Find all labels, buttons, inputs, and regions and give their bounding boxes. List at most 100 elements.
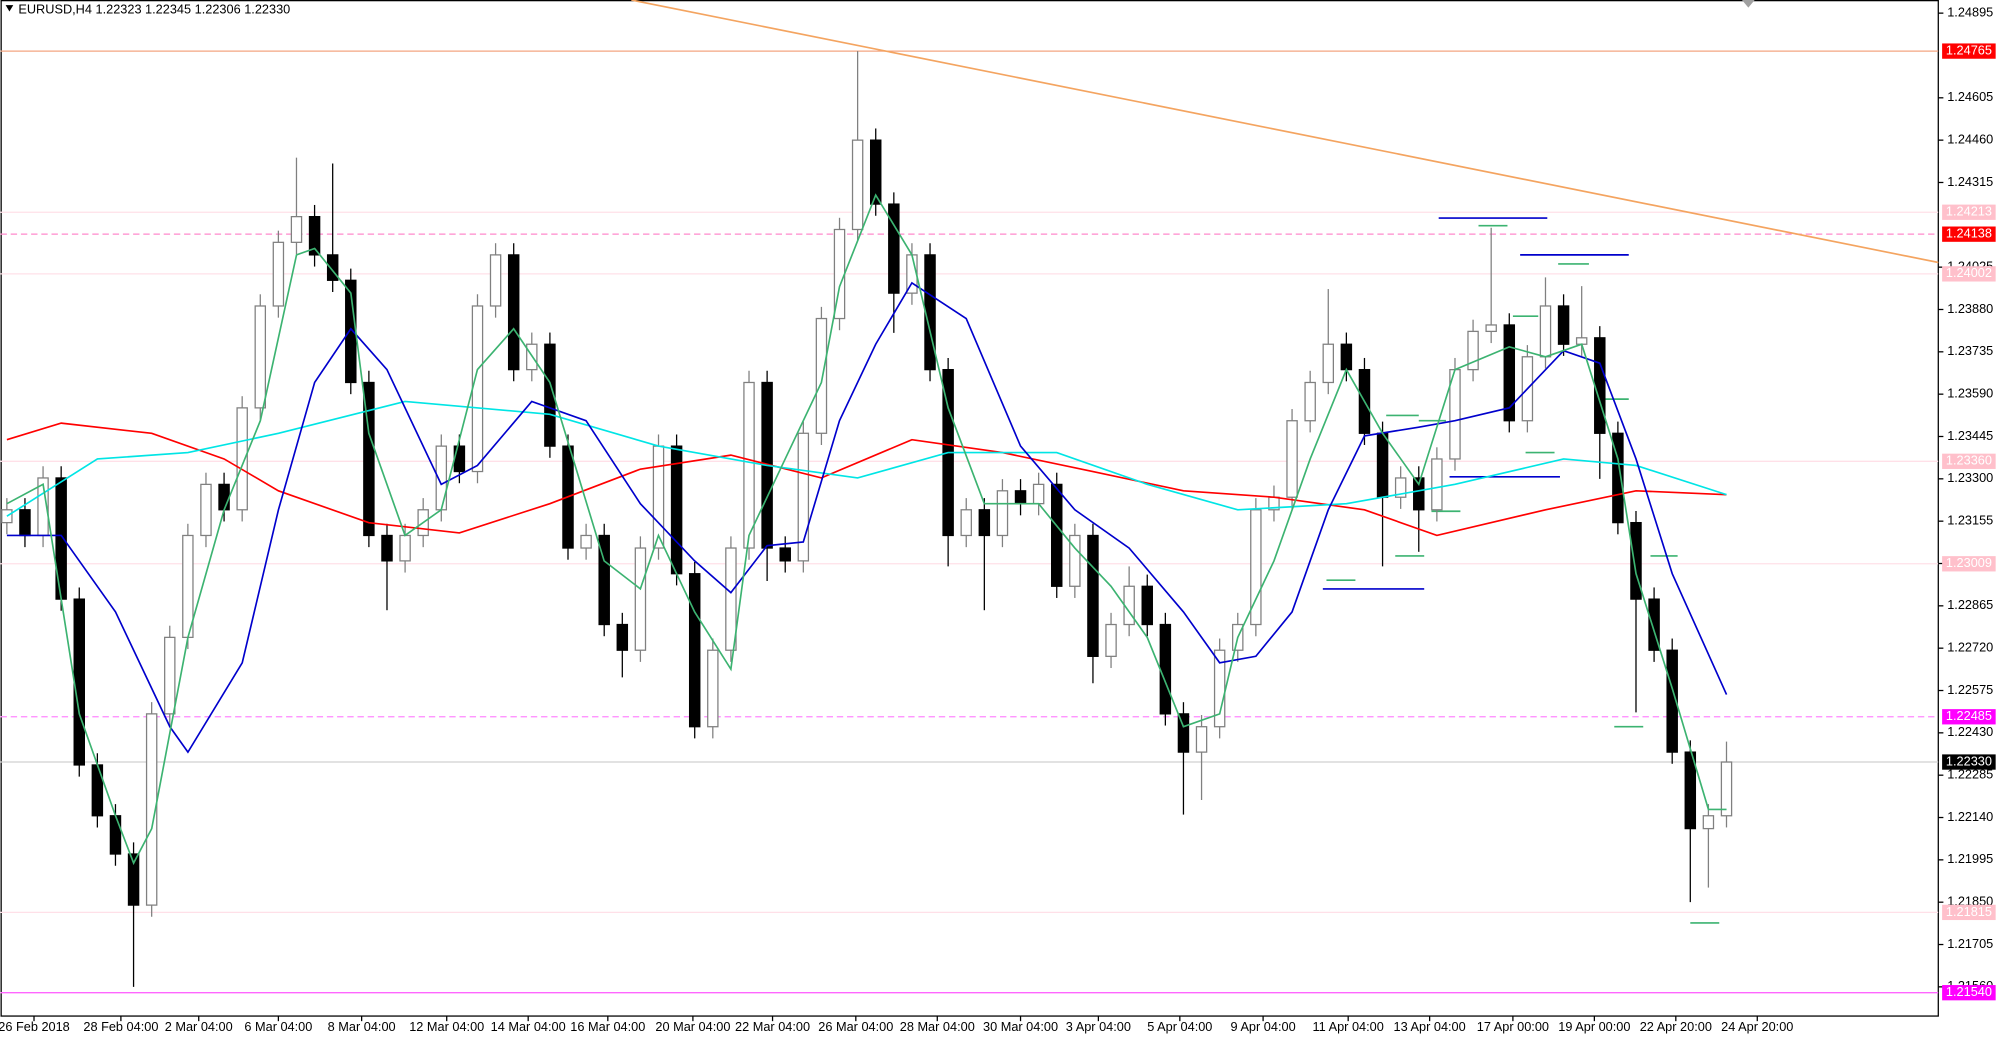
candle-body xyxy=(109,815,122,855)
x-tick-label: 22 Apr 20:00 xyxy=(1640,1019,1712,1034)
candle-body xyxy=(1648,598,1660,651)
candle xyxy=(1648,587,1660,662)
axes: 1.248951.246051.244601.243151.240251.238… xyxy=(0,4,1996,1034)
y-tick-label: 1.22285 xyxy=(1947,767,1993,782)
candle xyxy=(1,498,13,535)
candle-body xyxy=(1105,623,1117,657)
candle-body xyxy=(1304,381,1316,422)
candle xyxy=(1250,498,1262,637)
indicator-line xyxy=(6,193,1727,866)
y-tick-label: 1.22720 xyxy=(1947,640,1993,655)
price-level-box xyxy=(1942,226,1996,242)
candle-body xyxy=(489,254,502,307)
candle-body xyxy=(507,254,520,371)
candle-body xyxy=(580,534,592,549)
candle-body xyxy=(743,381,755,549)
candle xyxy=(1141,574,1153,637)
candle-body xyxy=(1666,649,1678,753)
candle xyxy=(707,638,719,739)
y-tick-label: 1.21705 xyxy=(1947,936,1993,951)
candle-body xyxy=(996,490,1009,537)
x-tick-label: 30 Mar 04:00 xyxy=(983,1019,1058,1034)
y-tick-label: 1.23155 xyxy=(1947,513,1993,528)
candle xyxy=(725,536,737,662)
candle xyxy=(743,370,755,560)
candle xyxy=(1322,289,1335,395)
candle xyxy=(924,243,936,382)
y-tick-label: 1.23300 xyxy=(1947,470,1993,485)
candle xyxy=(1720,741,1733,828)
y-tick-label: 1.24895 xyxy=(1947,4,1993,19)
candle-body xyxy=(1159,623,1172,715)
x-tick-label: 5 Apr 04:00 xyxy=(1147,1019,1212,1034)
candle-body xyxy=(1376,432,1389,498)
candle-body xyxy=(707,649,719,728)
x-tick-label: 16 Mar 04:00 xyxy=(570,1019,645,1034)
candle-body xyxy=(1594,337,1606,434)
candle xyxy=(942,357,954,567)
chart-title: EURUSD,H4 1.22323 1.22345 1.22306 1.2233… xyxy=(18,2,290,17)
candle xyxy=(1485,227,1497,344)
candle-body xyxy=(1684,751,1697,830)
price-level-label: 1.22485 xyxy=(1946,708,1992,723)
candle xyxy=(1177,702,1190,815)
price-level-label: 1.24138 xyxy=(1946,226,1992,241)
x-tick-label: 26 Feb 2018 xyxy=(0,1019,70,1034)
candle-body xyxy=(1394,477,1407,498)
candle-body xyxy=(1539,305,1552,358)
price-level-box xyxy=(1942,985,1996,1001)
candle-body xyxy=(1485,324,1497,333)
candle xyxy=(960,498,972,548)
candle-body xyxy=(381,534,393,562)
candle xyxy=(507,243,520,382)
y-tick-label: 1.23735 xyxy=(1947,343,1993,358)
candle-body xyxy=(634,547,647,651)
price-level-box xyxy=(1942,709,1996,725)
candle xyxy=(1394,466,1407,509)
candle-body xyxy=(851,139,864,231)
candle-body xyxy=(1195,726,1208,753)
x-tick-label: 14 Mar 04:00 xyxy=(491,1019,566,1034)
candle xyxy=(1666,638,1678,764)
candle-body xyxy=(888,203,900,294)
candle xyxy=(1286,409,1298,509)
price-level-box xyxy=(1942,204,1996,220)
candle xyxy=(1557,294,1570,356)
candle xyxy=(164,625,176,726)
candle-body xyxy=(1177,713,1190,753)
candle-body xyxy=(236,407,248,511)
candle-body xyxy=(127,853,140,906)
candle xyxy=(381,523,393,611)
candle-body xyxy=(869,139,882,205)
price-level-label: 1.24213 xyxy=(1946,204,1992,219)
candle-body xyxy=(652,445,665,549)
candle xyxy=(1503,313,1516,433)
x-tick-label: 9 Apr 04:00 xyxy=(1231,1019,1296,1034)
candle-body xyxy=(1557,305,1570,345)
candle-body xyxy=(73,598,85,766)
candle xyxy=(254,294,267,420)
candle xyxy=(1702,804,1715,888)
x-tick-label: 12 Mar 04:00 xyxy=(409,1019,484,1034)
candle xyxy=(779,536,791,573)
x-tick-label: 2 Mar 04:00 xyxy=(165,1019,233,1034)
candle-body xyxy=(218,483,230,511)
candle-body xyxy=(1014,490,1027,505)
candle xyxy=(290,157,303,255)
candle-body xyxy=(1069,534,1081,587)
price-level-label: 1.21815 xyxy=(1946,904,1992,919)
candle-body xyxy=(1467,330,1479,371)
candle-body xyxy=(1213,649,1226,728)
candle xyxy=(200,472,212,548)
x-tick-label: 3 Apr 04:00 xyxy=(1066,1019,1131,1034)
candle-body xyxy=(1051,483,1063,587)
candle xyxy=(272,230,285,318)
candle-body xyxy=(960,509,972,537)
candle xyxy=(145,702,158,917)
price-level-box xyxy=(1942,453,1996,469)
candle-body xyxy=(1123,585,1135,626)
y-tick-label: 1.21995 xyxy=(1947,851,1993,866)
candle-body xyxy=(326,254,339,281)
symbol-menu-arrow[interactable] xyxy=(5,5,14,12)
